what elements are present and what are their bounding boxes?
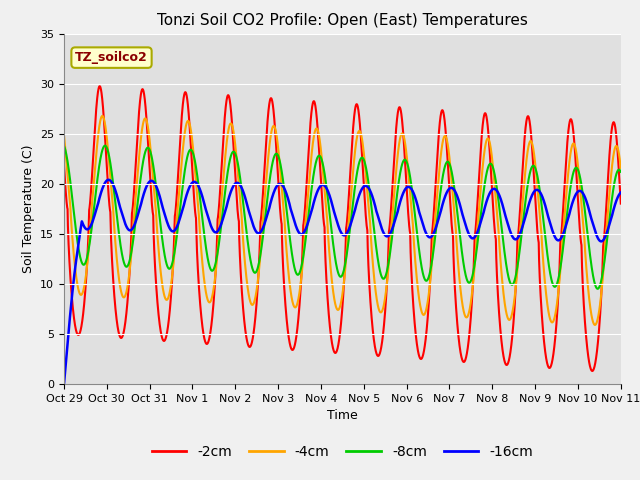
-2cm xyxy=(422,331,430,337)
-4cm xyxy=(518,208,525,214)
-16cm xyxy=(161,213,169,219)
-4cm xyxy=(422,307,430,312)
-2cm xyxy=(588,368,596,374)
-4cm xyxy=(394,149,402,155)
-16cm xyxy=(617,190,625,195)
Line: -2cm: -2cm xyxy=(64,86,621,371)
-16cm xyxy=(394,207,402,213)
-2cm xyxy=(394,108,402,114)
X-axis label: Time: Time xyxy=(327,409,358,422)
-4cm xyxy=(99,113,106,119)
-8cm xyxy=(161,255,169,261)
-2cm xyxy=(518,176,525,182)
-4cm xyxy=(591,322,599,328)
-16cm xyxy=(273,183,281,189)
-8cm xyxy=(617,169,625,175)
-16cm xyxy=(518,226,525,231)
-16cm xyxy=(105,177,113,183)
-2cm xyxy=(273,155,281,160)
-8cm xyxy=(476,223,483,228)
-2cm xyxy=(96,84,104,89)
Text: TZ_soilco2: TZ_soilco2 xyxy=(75,51,148,64)
Line: -16cm: -16cm xyxy=(64,180,621,384)
-4cm xyxy=(476,200,483,205)
-2cm xyxy=(161,336,169,342)
-16cm xyxy=(60,381,68,387)
-8cm xyxy=(518,229,525,235)
-4cm xyxy=(617,165,625,171)
-16cm xyxy=(476,223,483,229)
-8cm xyxy=(101,143,109,148)
-8cm xyxy=(422,278,430,284)
Title: Tonzi Soil CO2 Profile: Open (East) Temperatures: Tonzi Soil CO2 Profile: Open (East) Temp… xyxy=(157,13,528,28)
Legend: -2cm, -4cm, -8cm, -16cm: -2cm, -4cm, -8cm, -16cm xyxy=(146,440,539,465)
-8cm xyxy=(60,143,68,149)
-2cm xyxy=(617,201,625,206)
-4cm xyxy=(273,134,281,140)
-2cm xyxy=(60,162,68,168)
-16cm xyxy=(422,230,430,236)
Y-axis label: Soil Temperature (C): Soil Temperature (C) xyxy=(22,144,35,273)
-8cm xyxy=(273,151,281,156)
-2cm xyxy=(476,165,483,170)
Line: -8cm: -8cm xyxy=(64,145,621,289)
-8cm xyxy=(594,286,602,292)
Line: -4cm: -4cm xyxy=(64,116,621,325)
-4cm xyxy=(161,295,169,301)
-8cm xyxy=(394,184,402,190)
-4cm xyxy=(60,132,68,138)
